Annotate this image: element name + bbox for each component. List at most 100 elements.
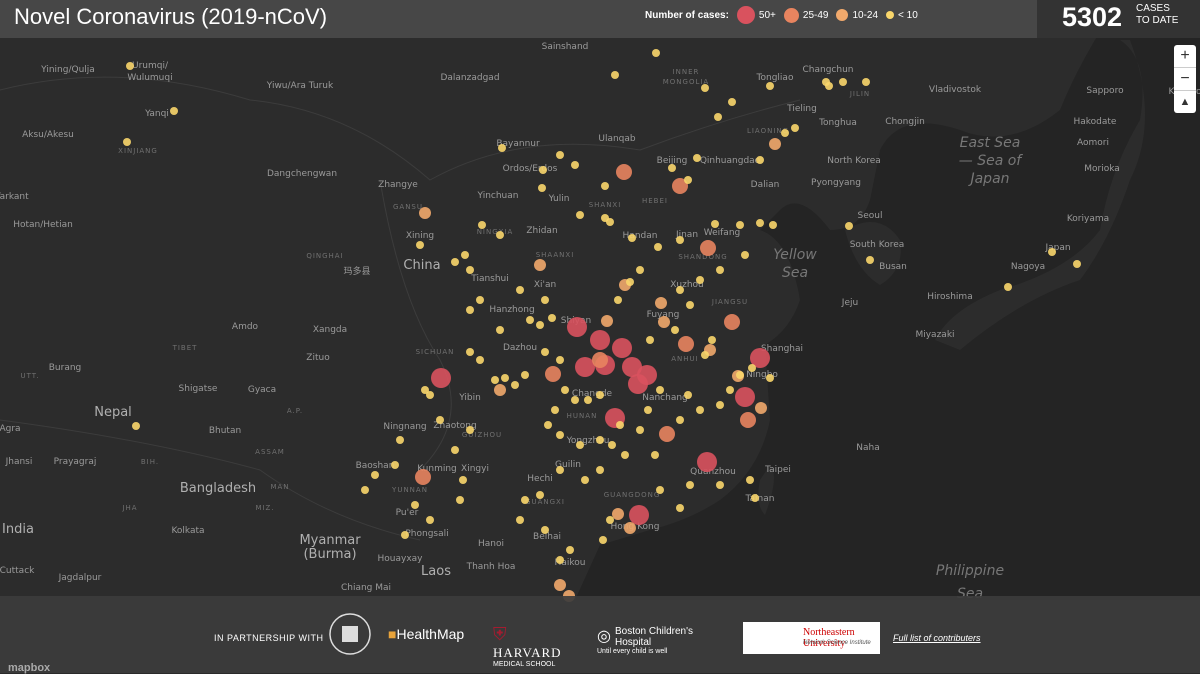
case-dot xyxy=(652,49,660,57)
taiwan xyxy=(758,465,774,515)
case-dot xyxy=(411,501,419,509)
place-label: SHANDONG xyxy=(678,253,727,261)
place-label: GUANGDONG xyxy=(604,491,661,499)
case-dot xyxy=(419,207,431,219)
case-dot xyxy=(741,251,749,259)
place-label: Houayxay xyxy=(378,554,424,564)
case-dot xyxy=(521,371,529,379)
case-dot xyxy=(735,387,755,407)
total-label-line: TO DATE xyxy=(1136,15,1179,26)
place-label: SHAANXI xyxy=(536,251,575,259)
case-dot xyxy=(616,421,624,429)
place-label: Dangchengwan xyxy=(267,169,337,179)
legend: Number of cases: 50+ 25-49 10-24 < 10 xyxy=(645,0,926,30)
case-dot xyxy=(494,384,506,396)
place-label: Pu'er xyxy=(396,508,419,518)
case-dot xyxy=(748,364,756,372)
case-dot xyxy=(466,348,474,356)
case-dot xyxy=(501,374,509,382)
case-dot xyxy=(1048,248,1056,256)
place-label: Quanzhou xyxy=(690,467,736,477)
case-dot xyxy=(686,301,694,309)
place-label: Tongliao xyxy=(756,73,794,83)
place-label: Kunming xyxy=(417,464,457,474)
case-dot xyxy=(659,426,675,442)
place-label: Nagoya xyxy=(1011,262,1045,272)
case-dot xyxy=(716,401,724,409)
case-dot xyxy=(556,466,564,474)
place-label: Jeju xyxy=(841,298,858,308)
zoom-in[interactable]: + xyxy=(1174,45,1196,68)
case-dot xyxy=(700,240,716,256)
place-label: Yinchuan xyxy=(477,191,519,201)
case-dot xyxy=(766,374,774,382)
case-dot xyxy=(511,381,519,389)
place-label: INNER xyxy=(673,68,700,76)
case-dot xyxy=(656,386,664,394)
case-dot xyxy=(750,348,770,368)
case-dot xyxy=(415,469,431,485)
case-dot xyxy=(612,508,624,520)
case-dot xyxy=(536,491,544,499)
case-dot xyxy=(825,82,833,90)
contributors-link[interactable]: Full list of contributers xyxy=(893,633,981,643)
case-dot xyxy=(534,259,546,271)
place-label: Fuyang xyxy=(647,310,680,320)
place-label: Beihai xyxy=(533,532,561,542)
place-label: Hiroshima xyxy=(927,292,972,302)
place-label: MAN xyxy=(270,483,289,491)
case-dot xyxy=(696,276,704,284)
case-dot xyxy=(701,351,709,359)
case-dot xyxy=(126,62,134,70)
legend-label: Number of cases: xyxy=(645,9,729,21)
place-label: Ordos/Erdos xyxy=(503,164,558,174)
place-label: MIZ. xyxy=(255,504,274,512)
case-dot xyxy=(541,348,549,356)
case-dot xyxy=(684,176,692,184)
case-dot xyxy=(629,505,649,525)
case-dot xyxy=(592,352,608,368)
case-dot xyxy=(608,441,616,449)
place-label: Zhidan xyxy=(526,226,557,236)
harvard-text: HARVARD xyxy=(493,645,562,660)
case-dot xyxy=(672,178,688,194)
case-dot xyxy=(651,451,659,459)
place-label: Bayannur xyxy=(496,139,540,149)
case-dot xyxy=(596,436,604,444)
partnership: IN PARTNERSHIP WITH xyxy=(214,633,324,643)
case-dot xyxy=(646,336,654,344)
case-dot xyxy=(466,426,474,434)
case-dot xyxy=(656,486,664,494)
case-dot xyxy=(1073,260,1081,268)
place-label: Xining xyxy=(406,231,434,241)
case-dot xyxy=(791,124,799,132)
sea xyxy=(575,0,1200,600)
case-dot xyxy=(466,306,474,314)
place-label: Aomori xyxy=(1077,138,1109,148)
place-label: Taipei xyxy=(764,465,791,475)
place-label: Japan xyxy=(967,171,1009,187)
case-dot xyxy=(636,426,644,434)
zoom-out[interactable]: − xyxy=(1174,68,1196,91)
place-label: HUNAN xyxy=(567,412,598,420)
place-label: Phongsali xyxy=(405,529,448,539)
case-dot xyxy=(628,234,636,242)
place-label: Wulumuqi xyxy=(127,73,172,83)
place-label: Ningnang xyxy=(383,422,426,432)
case-dot xyxy=(601,315,613,327)
case-dot xyxy=(426,516,434,524)
case-dot xyxy=(536,321,544,329)
case-dot xyxy=(556,151,564,159)
total-label-line: CASES xyxy=(1136,3,1170,14)
place-label: Hanzhong xyxy=(489,305,534,315)
case-dot xyxy=(575,357,595,377)
place-label: Baoshan xyxy=(356,461,395,471)
case-dot xyxy=(123,138,131,146)
place-label: Bhutan xyxy=(209,426,241,436)
case-dot xyxy=(781,129,789,137)
case-dot xyxy=(622,357,642,377)
case-dot xyxy=(526,316,534,324)
case-dot xyxy=(696,406,704,414)
compass[interactable]: ▲ xyxy=(1179,96,1191,108)
place-label: UTT. xyxy=(21,372,40,380)
